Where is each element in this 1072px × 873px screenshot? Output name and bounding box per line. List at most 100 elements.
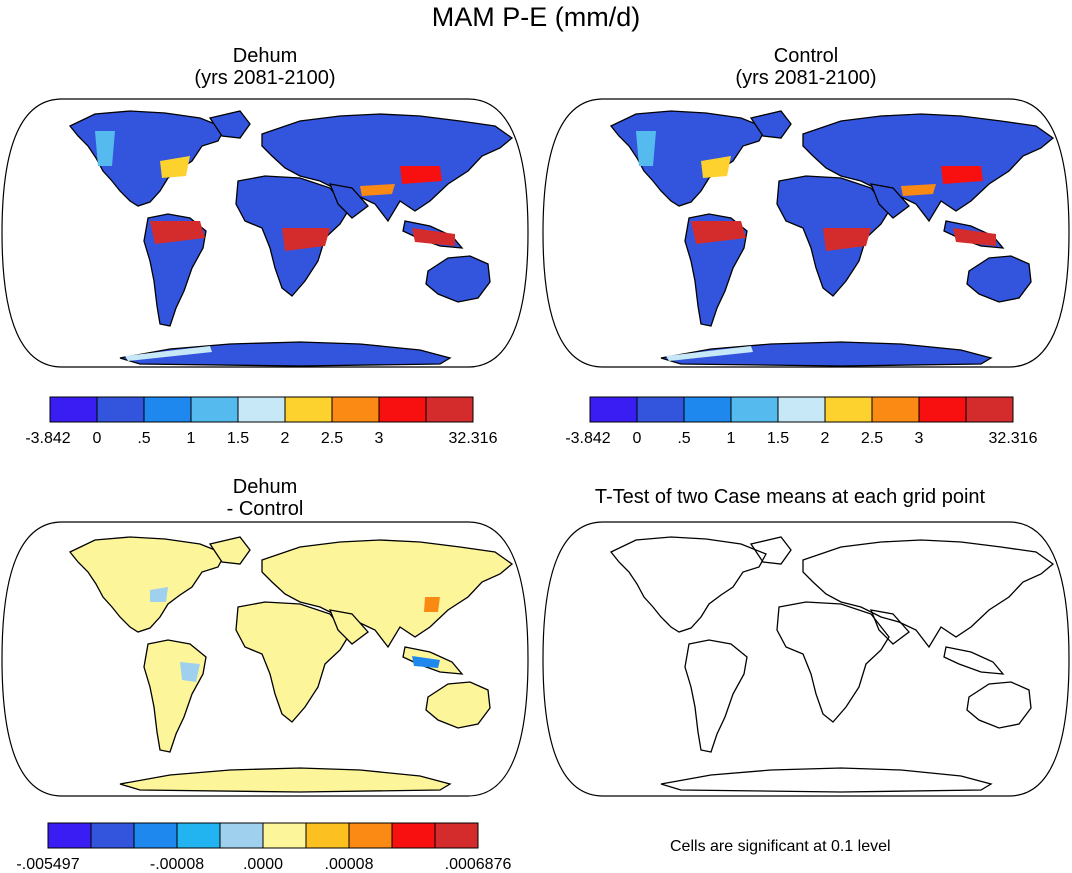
- continent-arabia: [869, 609, 910, 645]
- panel-title-dehum-line1: Dehum: [232, 45, 298, 67]
- map-diff: [1, 521, 529, 797]
- panel-title-diff: Dehum - Control: [115, 476, 415, 520]
- colorbar-swatch-7: [918, 396, 967, 423]
- continent-north-america: [609, 110, 767, 207]
- wet-patch-tropics-af: [823, 228, 871, 251]
- colorbar-swatch-4: [237, 396, 286, 423]
- colorbar-label-0: -3.842: [565, 430, 610, 447]
- colorbar-label-1: 0: [633, 430, 642, 447]
- map-control: [542, 98, 1070, 368]
- colorbar-label-2: .5: [677, 430, 690, 447]
- colorbar-label-4: 1.5: [227, 430, 249, 447]
- figure-title: MAM P-E (mm/d): [431, 2, 641, 32]
- continent-arabia: [869, 183, 910, 219]
- colorbar-swatch-1: [96, 396, 145, 423]
- colorbar-diff-swatch-5: [262, 822, 307, 849]
- wet-patch-ne-america: [160, 156, 190, 178]
- diff-patch-amazon: [180, 662, 200, 682]
- colorbar-diff-label-4: .0006876: [445, 856, 512, 873]
- colorbar-swatch-1: [636, 396, 685, 423]
- colorbar-diff-swatch-1: [90, 822, 135, 849]
- panel-title-control-line1: Control: [773, 45, 839, 67]
- colorbar-diff-swatch-7: [348, 822, 393, 849]
- continent-australia: [425, 681, 491, 729]
- colorbar-diff-swatch-8: [391, 822, 436, 849]
- diff-patch-e-china: [424, 597, 440, 612]
- colorbar-diff-label-3: .00008: [325, 856, 374, 873]
- wet-patch-tropics-sa: [691, 221, 746, 244]
- wet-patch-maritime: [953, 228, 996, 246]
- colorbar-swatch-7: [378, 396, 427, 423]
- diff-patch-e-us: [150, 587, 168, 602]
- colorbar-swatch-0: [589, 396, 638, 423]
- colorbar-diff-swatch-6: [305, 822, 350, 849]
- colorbar-label-4: 1.5: [767, 430, 789, 447]
- colorbar-label-7: 3: [375, 430, 384, 447]
- panel-title-diff-line1: Dehum: [232, 476, 298, 498]
- panel-title-ttest: T-Test of two Case means at each grid po…: [520, 486, 1060, 508]
- colorbar-diff-swatch-2: [133, 822, 178, 849]
- map-frame: [542, 521, 1070, 797]
- colorbar-swatch-5: [824, 396, 873, 423]
- diff-patch-indonesia: [412, 656, 440, 668]
- colorbar-swatch-6: [871, 396, 920, 423]
- colorbar-diff-swatch-3: [176, 822, 221, 849]
- panel-title-control: Control (yrs 2081-2100): [656, 45, 956, 89]
- colorbar-label-3: 1: [727, 430, 736, 447]
- continent-greenland: [208, 110, 251, 139]
- continent-north-america: [68, 110, 226, 207]
- colorbar-diff-swatch-4: [219, 822, 264, 849]
- panel-title-ttest-line1: T-Test of two Case means at each grid po…: [594, 486, 986, 508]
- continent-eurasia: [261, 113, 514, 223]
- map-ttest: [542, 521, 1070, 797]
- colorbar-label-5: 2: [821, 430, 830, 447]
- colorbar-diff-label-2: .0000: [243, 856, 283, 873]
- map-dehum: [1, 98, 529, 368]
- colorbar-label-8: 32.316: [989, 430, 1038, 447]
- continent-indonesia: [943, 646, 1005, 675]
- continent-north-america: [609, 536, 767, 633]
- continent-africa: [235, 601, 349, 723]
- colorbar-swatch-2: [683, 396, 732, 423]
- colorbar-swatch-6: [331, 396, 380, 423]
- colorbar-diff-swatch-9: [434, 822, 479, 849]
- colorbar-diff-label-1: -.00008: [150, 856, 204, 873]
- colorbar-label-8: 32.316: [449, 430, 498, 447]
- continent-greenland: [749, 110, 792, 139]
- wet-patch-nw-america: [636, 131, 656, 166]
- colorbar-label-2: .5: [137, 430, 150, 447]
- colorbar-label-5: 2: [281, 430, 290, 447]
- continent-africa: [776, 601, 890, 723]
- colorbar-swatch-0: [49, 396, 98, 423]
- panel-title-dehum: Dehum (yrs 2081-2100): [115, 45, 415, 89]
- colorbar-label-6: 2.5: [861, 430, 883, 447]
- continent-eurasia: [802, 539, 1055, 649]
- continent-australia: [425, 255, 491, 303]
- continent-south-america: [684, 639, 748, 753]
- continent-arabia: [328, 183, 369, 219]
- wet-patch-nw-america: [95, 131, 115, 166]
- map-frame: [1, 98, 529, 368]
- colorbar-label-3: 1: [187, 430, 196, 447]
- continent-eurasia: [802, 113, 1055, 223]
- continent-antarctica: [119, 767, 452, 793]
- continent-antarctica: [660, 767, 993, 793]
- colorbar-swatch-8: [425, 396, 474, 423]
- wet-patch-antarctic-coast: [125, 346, 212, 361]
- continent-australia: [966, 681, 1032, 729]
- colorbar-label-6: 2.5: [321, 430, 343, 447]
- wet-patch-himalaya: [901, 184, 936, 196]
- continent-eurasia: [261, 539, 514, 649]
- colorbar-swatch-3: [190, 396, 239, 423]
- wet-patch-e-asia: [941, 166, 983, 184]
- wet-patch-ne-america: [701, 156, 731, 178]
- wet-patch-maritime: [412, 228, 455, 246]
- wet-patch-tropics-sa: [150, 221, 205, 244]
- significance-note: Cells are significant at 0.1 level: [670, 838, 891, 855]
- colorbar-swatch-3: [730, 396, 779, 423]
- continent-arabia: [328, 609, 369, 645]
- colorbar-swatch-2: [143, 396, 192, 423]
- map-frame: [1, 521, 529, 797]
- colorbar-dehum: -3.842 0 .5 1 1.5 2 2.5 3 32.316: [25, 396, 498, 447]
- colorbar-diff-swatch-0: [47, 822, 92, 849]
